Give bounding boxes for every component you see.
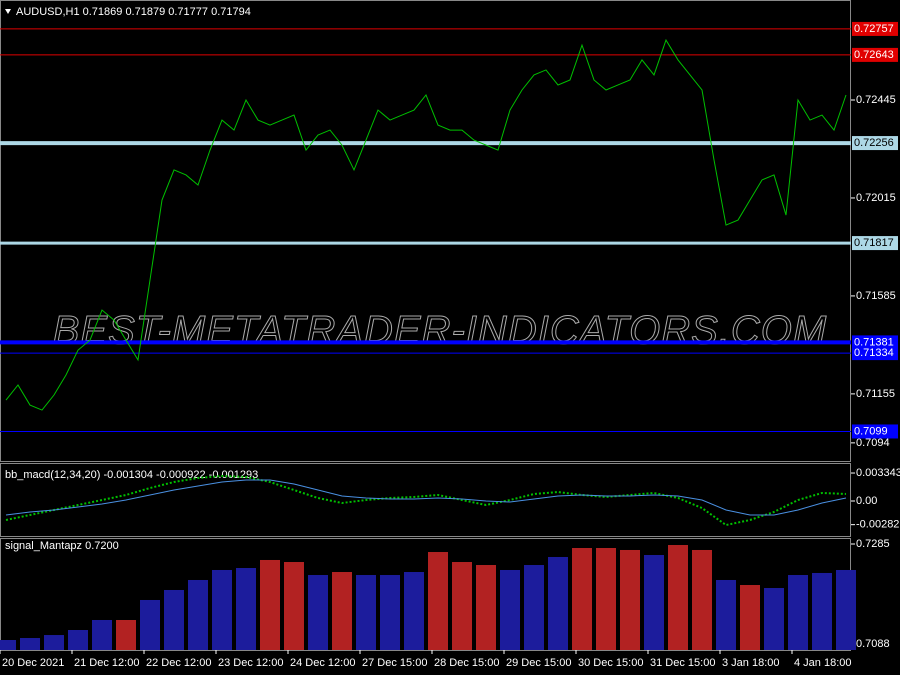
bar: [692, 549, 712, 650]
bar: [500, 569, 520, 650]
y-tick-label: 0.72015: [856, 192, 896, 204]
level-label: 0.72256: [854, 137, 894, 149]
level-label: 0.71817: [854, 237, 894, 249]
bar: [716, 579, 736, 650]
bar: [620, 549, 640, 650]
signal-title: signal_Mantapz 0.7200: [5, 540, 119, 552]
y-tick-label: 0.7285: [856, 538, 890, 550]
bar: [644, 555, 664, 650]
x-tick-label: 3 Jan 18:00: [722, 657, 780, 669]
level-label: 0.71334: [854, 347, 894, 359]
level-label-box: [852, 136, 898, 151]
x-tick-label: 31 Dec 15:00: [650, 657, 715, 669]
bar: [428, 552, 448, 650]
bar: [764, 588, 784, 650]
level-label: 0.72757: [854, 23, 894, 35]
bar: [524, 565, 544, 650]
bar: [356, 575, 376, 650]
bar: [260, 559, 280, 650]
bar: [164, 589, 184, 650]
watermark: BEST-METATRADER-INDICATORS.COM: [53, 309, 828, 353]
bar: [836, 569, 856, 650]
x-tick-label: 27 Dec 15:00: [362, 657, 427, 669]
y-tick-label: 0.003343: [856, 467, 900, 479]
y-tick-label: 0.72445: [856, 94, 896, 106]
bar: [20, 638, 40, 650]
bar: [404, 572, 424, 650]
bar: [740, 585, 760, 650]
x-tick-label: 28 Dec 15:00: [434, 657, 499, 669]
bar: [212, 569, 232, 650]
bar: [140, 599, 160, 650]
y-tick-label: 0.00: [856, 495, 877, 507]
macd-frame: [0, 463, 851, 537]
menu-arrow: [5, 9, 11, 14]
x-tick-label: 22 Dec 12:00: [146, 657, 211, 669]
price-title: AUDUSD,H1 0.71869 0.71879 0.71777 0.7179…: [16, 6, 251, 18]
bar: [596, 548, 616, 650]
bar: [236, 568, 256, 650]
level-label-box: [852, 346, 898, 361]
bar: [380, 575, 400, 650]
level-label-box: [852, 236, 898, 251]
x-tick-label: 20 Dec 2021: [2, 657, 64, 669]
bar: [332, 572, 352, 650]
x-tick-label: 24 Dec 12:00: [290, 657, 355, 669]
y-tick-label: 0.7094: [856, 437, 890, 449]
bar: [308, 575, 328, 650]
bar: [476, 565, 496, 650]
bar: [68, 629, 88, 650]
line: [5, 38, 847, 411]
bar: [572, 548, 592, 650]
bar: [788, 575, 808, 650]
x-tick-label: 30 Dec 15:00: [578, 657, 643, 669]
line: [5, 474, 847, 527]
x-tick-label: 29 Dec 15:00: [506, 657, 571, 669]
bar: [548, 556, 568, 650]
bar: [284, 562, 304, 650]
x-tick-label: 4 Jan 18:00: [794, 657, 852, 669]
price-frame: [0, 0, 851, 462]
bar: [668, 545, 688, 650]
y-tick-label: -0.002826: [856, 519, 900, 531]
line: [5, 479, 847, 516]
bar: [452, 562, 472, 650]
y-tick-label: 0.7088: [856, 638, 890, 650]
bar: [0, 639, 16, 650]
level-label-box: [852, 21, 898, 36]
level-label: 0.71381: [854, 336, 894, 348]
bar: [116, 619, 136, 650]
y-tick-label: 0.71585: [856, 290, 896, 302]
x-tick-label: 23 Dec 12:00: [218, 657, 283, 669]
level-label: 0.7099: [854, 425, 888, 437]
y-tick-label: 0.71155: [856, 388, 895, 400]
level-label-box: [852, 424, 898, 439]
bar: [188, 579, 208, 650]
level-label-box: [852, 47, 898, 62]
bar: [92, 619, 112, 650]
macd-title: bb_macd(12,34,20) -0.001304 -0.000922 -0…: [5, 469, 258, 481]
level-label: 0.72643: [854, 49, 894, 61]
x-tick-label: 21 Dec 12:00: [74, 657, 139, 669]
bar: [44, 635, 64, 650]
bar: [812, 572, 832, 650]
level-label-box: [852, 335, 898, 350]
